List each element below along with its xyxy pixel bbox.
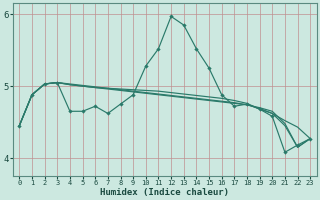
X-axis label: Humidex (Indice chaleur): Humidex (Indice chaleur) <box>100 188 229 197</box>
